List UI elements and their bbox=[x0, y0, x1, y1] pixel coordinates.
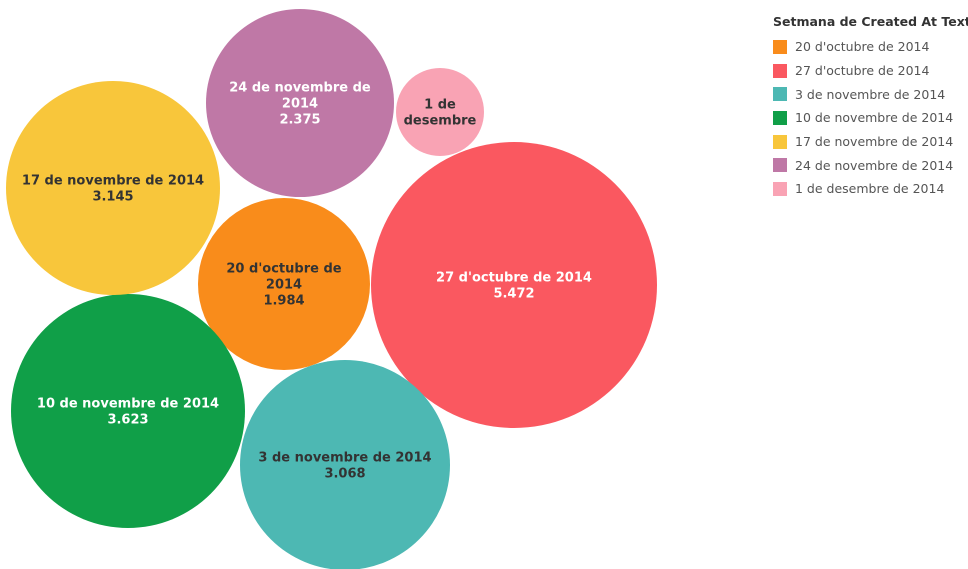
bubble-category-label: 24 de novembre de bbox=[229, 81, 371, 96]
legend-swatch bbox=[773, 181, 787, 196]
legend-items: 20 d'octubre de 2014 27 d'octubre de 2014… bbox=[773, 35, 968, 201]
legend-label: 10 de novembre de 2014 bbox=[795, 110, 954, 126]
legend-label: 27 d'octubre de 2014 bbox=[795, 63, 930, 79]
bubble-6[interactable] bbox=[396, 68, 484, 156]
bubble-category-label: 3 de novembre de 2014 bbox=[258, 451, 431, 466]
bubble-value-label: 1.984 bbox=[263, 294, 304, 309]
bubble-category-label: 27 d'octubre de 2014 bbox=[436, 271, 592, 286]
legend-label: 17 de novembre de 2014 bbox=[795, 134, 954, 150]
bubble-2[interactable] bbox=[240, 360, 450, 569]
bubble-5[interactable] bbox=[206, 9, 394, 197]
legend-label: 20 d'octubre de 2014 bbox=[795, 39, 930, 55]
legend-swatch bbox=[773, 39, 787, 54]
legend-item[interactable]: 17 de novembre de 2014 bbox=[773, 130, 968, 154]
legend-swatch bbox=[773, 110, 787, 125]
bubble-3[interactable] bbox=[11, 294, 245, 528]
legend-item[interactable]: 27 d'octubre de 2014 bbox=[773, 59, 968, 83]
bubble-1[interactable] bbox=[371, 142, 657, 428]
legend-label: 24 de novembre de 2014 bbox=[795, 157, 954, 173]
legend-title: Setmana de Created At Text bbox=[773, 14, 968, 29]
bubble-0[interactable] bbox=[198, 198, 370, 370]
bubble-category-label: desembre bbox=[404, 114, 477, 129]
bubble-value-label: 3.623 bbox=[107, 413, 148, 428]
legend-label: 1 de desembre de 2014 bbox=[795, 181, 945, 197]
legend-item[interactable]: 20 d'octubre de 2014 bbox=[773, 35, 968, 59]
legend-item[interactable]: 10 de novembre de 2014 bbox=[773, 106, 968, 130]
legend-item[interactable]: 3 de novembre de 2014 bbox=[773, 82, 968, 106]
legend-swatch bbox=[773, 158, 787, 173]
legend: Setmana de Created At Text 20 d'octubre … bbox=[773, 14, 968, 201]
bubble-category-label: 2014 bbox=[266, 278, 302, 293]
bubble-category-label: 10 de novembre de 2014 bbox=[37, 397, 219, 412]
bubble-4[interactable] bbox=[6, 81, 220, 295]
legend-swatch bbox=[773, 87, 787, 102]
legend-item[interactable]: 24 de novembre de 2014 bbox=[773, 153, 968, 177]
bubble-category-label: 2014 bbox=[282, 97, 318, 112]
bubble-category-label: 1 de bbox=[424, 98, 456, 113]
bubble-value-label: 5.472 bbox=[493, 287, 534, 302]
legend-label: 3 de novembre de 2014 bbox=[795, 86, 946, 102]
bubble-category-label: 17 de novembre de 2014 bbox=[22, 174, 204, 189]
bubble-value-label: 2.375 bbox=[279, 113, 320, 128]
legend-item[interactable]: 1 de desembre de 2014 bbox=[773, 177, 968, 201]
bubble-category-label: 20 d'octubre de bbox=[226, 262, 341, 277]
legend-swatch bbox=[773, 63, 787, 78]
bubble-value-label: 3.068 bbox=[324, 467, 365, 482]
legend-swatch bbox=[773, 134, 787, 149]
bubble-value-label: 3.145 bbox=[92, 190, 133, 205]
